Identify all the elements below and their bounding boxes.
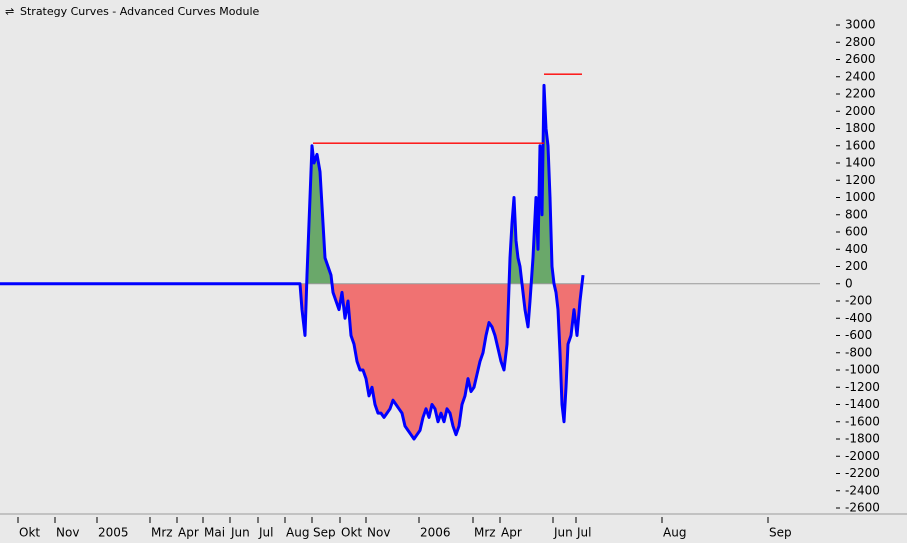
y-tick-label: 1200 xyxy=(845,173,876,187)
y-tick-label: -2000 xyxy=(845,449,880,463)
y-tick-label: 2600 xyxy=(845,52,876,66)
x-tick-label: Jul xyxy=(258,526,273,540)
x-tick-label: 2005 xyxy=(98,526,129,540)
y-tick-label: -2200 xyxy=(845,466,880,480)
y-tick-label: -1600 xyxy=(845,414,880,428)
y-tick-label: -800 xyxy=(845,345,872,359)
y-tick-label: 3000 xyxy=(845,18,876,32)
y-tick-label: -1400 xyxy=(845,397,880,411)
y-tick-label: 400 xyxy=(845,242,868,256)
y-tick-label: -600 xyxy=(845,328,872,342)
y-tick-label: -200 xyxy=(845,294,872,308)
y-tick-label: 2800 xyxy=(845,35,876,49)
window-icon: ⇌ xyxy=(5,5,14,18)
x-tick-label: Sep xyxy=(313,526,336,540)
y-tick-label: 600 xyxy=(845,225,868,239)
x-tick-label: Mrz xyxy=(151,526,173,540)
y-tick-label: 1600 xyxy=(845,138,876,152)
x-tick-label: Aug xyxy=(286,526,309,540)
x-tick-label: Jul xyxy=(576,526,591,540)
y-tick-label: -1200 xyxy=(845,380,880,394)
y-tick-label: 800 xyxy=(845,207,868,221)
x-tick-label: Jun xyxy=(553,526,573,540)
y-tick-label: 0 xyxy=(845,276,853,290)
x-tick-label: Sep xyxy=(769,526,792,540)
y-tick-label: 1800 xyxy=(845,121,876,135)
y-tick-label: 200 xyxy=(845,259,868,273)
equity-line xyxy=(0,83,585,441)
y-tick-label: 1400 xyxy=(845,156,876,170)
y-tick-label: 2000 xyxy=(845,104,876,118)
y-tick-label: 2400 xyxy=(845,69,876,83)
chart-title: Strategy Curves - Advanced Curves Module xyxy=(20,5,260,18)
y-tick-label: -2400 xyxy=(845,483,880,497)
y-tick-label: -2600 xyxy=(845,501,880,515)
x-tick-label: Okt xyxy=(19,526,40,540)
area-below xyxy=(0,283,583,439)
y-tick-label: -400 xyxy=(845,311,872,325)
y-tick-label: 2200 xyxy=(845,87,876,101)
x-tick-label: Mai xyxy=(204,526,225,540)
x-tick-label: 2006 xyxy=(420,526,451,540)
x-tick-label: Apr xyxy=(501,526,522,540)
x-tick-label: Okt xyxy=(341,526,362,540)
y-tick-label: 1000 xyxy=(845,190,876,204)
x-tick-label: Nov xyxy=(56,526,79,540)
x-tick-label: Apr xyxy=(178,526,199,540)
x-tick-label: Aug xyxy=(663,526,686,540)
y-tick-label: -1000 xyxy=(845,363,880,377)
y-tick-label: -1800 xyxy=(845,432,880,446)
x-tick-label: Jun xyxy=(230,526,250,540)
x-tick-label: Nov xyxy=(367,526,390,540)
x-tick-label: Mrz xyxy=(474,526,496,540)
